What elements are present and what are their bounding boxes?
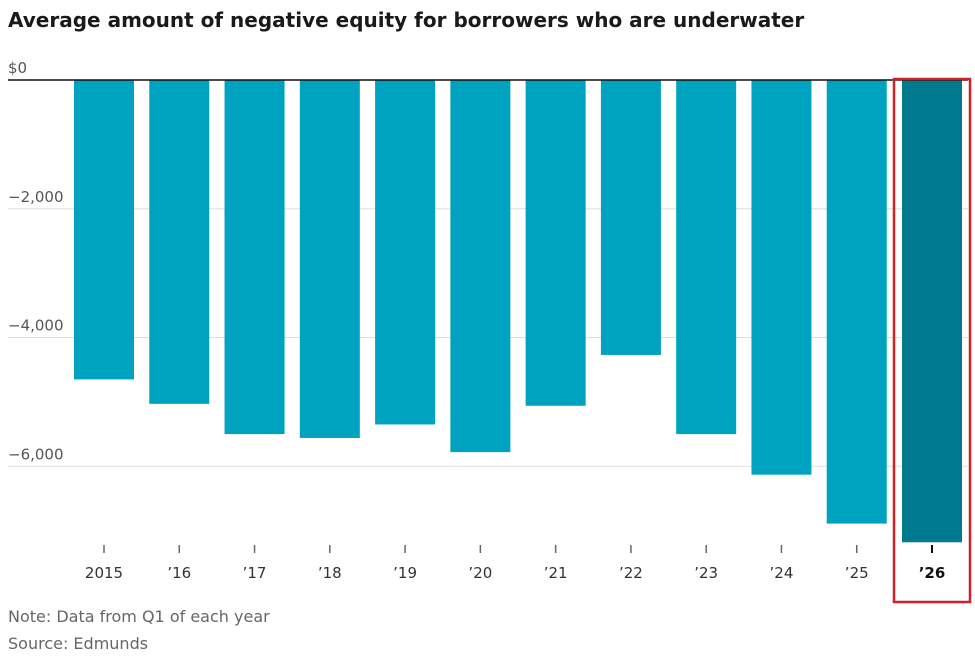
chart-source: Source: Edmunds	[8, 634, 149, 653]
bars	[74, 80, 962, 543]
chart-title: Average amount of negative equity for bo…	[8, 8, 805, 32]
x-tick-label: ’25	[845, 564, 869, 582]
y-tick-label: −2,000	[8, 188, 64, 206]
y-tick-label: −4,000	[8, 317, 64, 335]
bar	[525, 80, 586, 406]
highlight-box	[892, 77, 972, 604]
bar	[676, 80, 737, 435]
y-tick-label: −6,000	[8, 445, 64, 463]
x-tick-label: ’26	[919, 564, 946, 582]
chart-note: Note: Data from Q1 of each year	[8, 607, 270, 626]
x-tick-label: ’18	[318, 564, 342, 582]
bar	[450, 80, 511, 453]
x-tick-label: ’23	[694, 564, 718, 582]
bar	[224, 80, 285, 435]
x-axis: 2015 ’16 ’17 ’18 ’19 ’20 ’21 ’22 ’23 ’24 ’25 ’26	[85, 545, 945, 582]
highlight-outline	[892, 77, 972, 604]
y-tick-label: $0	[8, 59, 27, 77]
bar	[751, 80, 812, 475]
bar	[299, 80, 360, 438]
bar	[600, 80, 661, 355]
x-tick-label: 2015	[85, 564, 123, 582]
x-tick-label: ’17	[243, 564, 267, 582]
x-tick-label: ’21	[544, 564, 568, 582]
x-tick-label: ’20	[468, 564, 492, 582]
x-tick-label: ’19	[393, 564, 417, 582]
x-tick-label: ’24	[770, 564, 794, 582]
bar	[149, 80, 210, 404]
bar	[74, 80, 134, 380]
bar-highlighted	[902, 80, 962, 543]
bar	[826, 80, 887, 524]
bar	[375, 80, 436, 425]
x-tick-label: ’16	[167, 564, 191, 582]
x-tick-label: ’22	[619, 564, 643, 582]
y-axis: $0 −2,000 −4,000 −6,000	[8, 59, 64, 463]
